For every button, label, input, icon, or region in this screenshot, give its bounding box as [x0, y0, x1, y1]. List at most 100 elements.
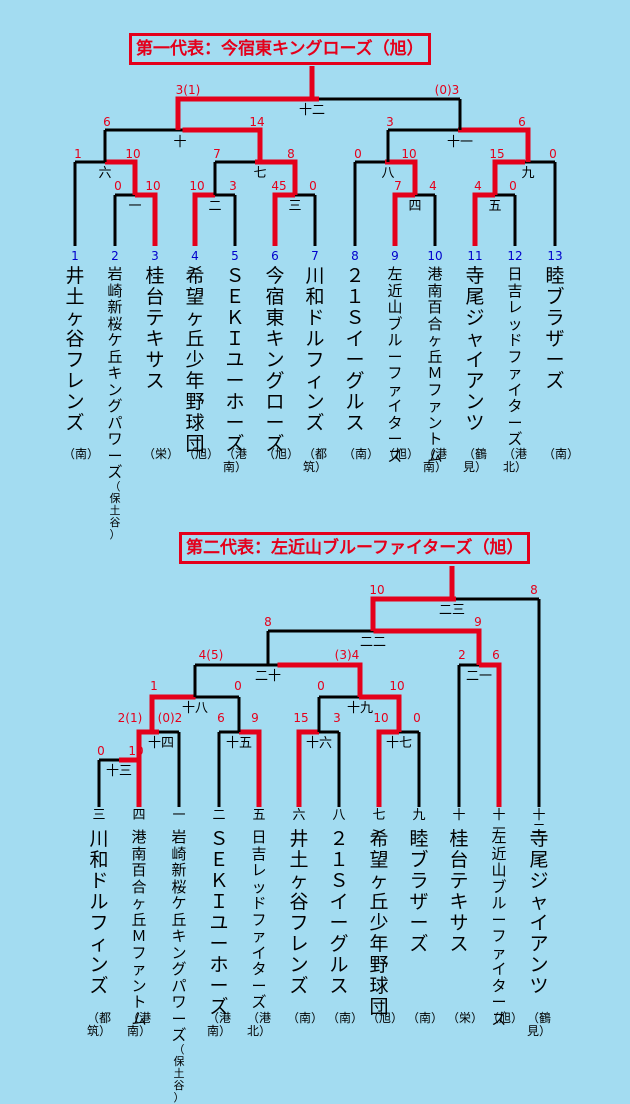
winner-line: [135, 192, 158, 246]
team-name: 川和ドルフィンズ: [89, 828, 109, 997]
team-name: 左近山ブルーファイターズ: [387, 265, 403, 465]
score: 1: [150, 679, 158, 693]
score: 4: [474, 179, 482, 193]
score: 0: [309, 179, 317, 193]
match-number: 十六: [306, 736, 332, 751]
score: 0: [317, 679, 325, 693]
score: (0)2: [158, 711, 183, 725]
score: 10: [373, 711, 388, 725]
match-slot-label: 一: [172, 808, 186, 823]
winner-line: [182, 127, 263, 162]
score: 2(1): [118, 711, 143, 725]
team-area: （栄）: [143, 447, 180, 461]
team-name: 岩崎新桜ケ丘キングパワーズ（保土谷）: [107, 265, 123, 541]
match-number: 十五: [226, 736, 252, 751]
score: 10: [189, 179, 204, 193]
winner-line: [385, 159, 418, 195]
match-number: 十: [173, 135, 186, 150]
seed-number: 6: [271, 249, 279, 263]
seed-number: 4: [191, 249, 199, 263]
score: 0: [97, 744, 105, 758]
match-number: 八: [381, 166, 394, 181]
winner-line: [376, 729, 399, 807]
team-name: 岩崎新桜ケ丘キングパワーズ（保土谷）: [171, 828, 187, 1104]
match-slot-label: 十一: [492, 808, 506, 837]
team-area: （港南）: [127, 1011, 152, 1038]
match-slot-label: 二: [212, 808, 226, 823]
seed-number: 12: [507, 249, 522, 263]
winner-line: [492, 159, 525, 195]
team-area: （南）: [63, 447, 100, 461]
score: 3: [229, 179, 237, 193]
team-name: 井土ヶ谷フレンズ: [289, 828, 309, 997]
seed-number: 5: [231, 249, 239, 263]
winner-line: [359, 694, 402, 732]
score: 1: [74, 147, 82, 161]
score: 10: [125, 147, 140, 161]
score: 8: [264, 615, 272, 629]
score: (0)3: [435, 83, 460, 97]
team-area: （南）: [543, 447, 580, 461]
match-slot-label: 七: [372, 808, 386, 823]
match-number: 九: [521, 166, 534, 181]
team-name: 希望ヶ丘少年野球団: [185, 265, 205, 455]
seed-number: 1: [71, 249, 79, 263]
score: 3(1): [176, 83, 201, 97]
match-number: 七: [253, 166, 266, 181]
first-representative-banner: 第一代表：今宿東キングローズ（旭）: [129, 33, 431, 65]
seed-number: 10: [427, 249, 442, 263]
team-name: 日吉レッドファイターズ: [251, 828, 267, 1011]
score: 0: [509, 179, 517, 193]
team-area: （旭）: [183, 447, 220, 461]
team-area: （鶴見）: [463, 447, 488, 474]
winner-line: [479, 662, 502, 807]
match-number: 二十: [255, 669, 281, 684]
score: (3)4: [335, 648, 360, 662]
score: 6: [217, 711, 225, 725]
team-area: （南）: [343, 447, 380, 461]
team-area: （栄）: [447, 1011, 484, 1025]
team-area: （港北）: [503, 447, 528, 474]
team-area: （旭）: [383, 447, 420, 461]
score: 10: [369, 583, 384, 597]
match-slot-label: 五: [252, 808, 266, 823]
winner-line: [373, 628, 482, 665]
winner-line: [277, 662, 363, 697]
score: 10: [389, 679, 404, 693]
winner-line: [458, 127, 531, 162]
team-area: （旭）: [487, 1011, 524, 1025]
winner-line: [370, 596, 456, 631]
match-number: 十四: [148, 736, 174, 751]
team-name: 寺尾ジャイアンツ: [529, 828, 549, 997]
match-number: 二: [208, 199, 221, 214]
score: 2: [458, 648, 466, 662]
winner-line: [255, 159, 298, 195]
seed-number: 8: [351, 249, 359, 263]
seed-number: 2: [111, 249, 119, 263]
winner-line: [392, 192, 415, 246]
seed-number: 11: [467, 249, 482, 263]
seed-number: 9: [391, 249, 399, 263]
match-slot-label: 四: [132, 808, 146, 823]
score: 6: [518, 115, 526, 129]
team-area: （旭）: [367, 1011, 404, 1025]
score: 0: [549, 147, 557, 161]
team-area: （都筑）: [303, 447, 328, 474]
match-number: 三: [288, 199, 301, 214]
team-area: （南）: [407, 1011, 444, 1025]
score: 0: [413, 711, 421, 725]
team-name: 川和ドルフィンズ: [305, 265, 325, 434]
team-name: 桂台テキサス: [449, 828, 469, 955]
winner-line: [472, 192, 495, 246]
winner-line: [239, 729, 262, 807]
score: 7: [394, 179, 402, 193]
score: 8: [287, 147, 295, 161]
match-number: 十八: [182, 701, 208, 716]
score: 0: [114, 179, 122, 193]
team-name: 睦ブラザーズ: [545, 265, 565, 392]
match-number: 二二: [360, 635, 386, 650]
team-area: （旭）: [263, 447, 300, 461]
score: 45: [271, 179, 286, 193]
